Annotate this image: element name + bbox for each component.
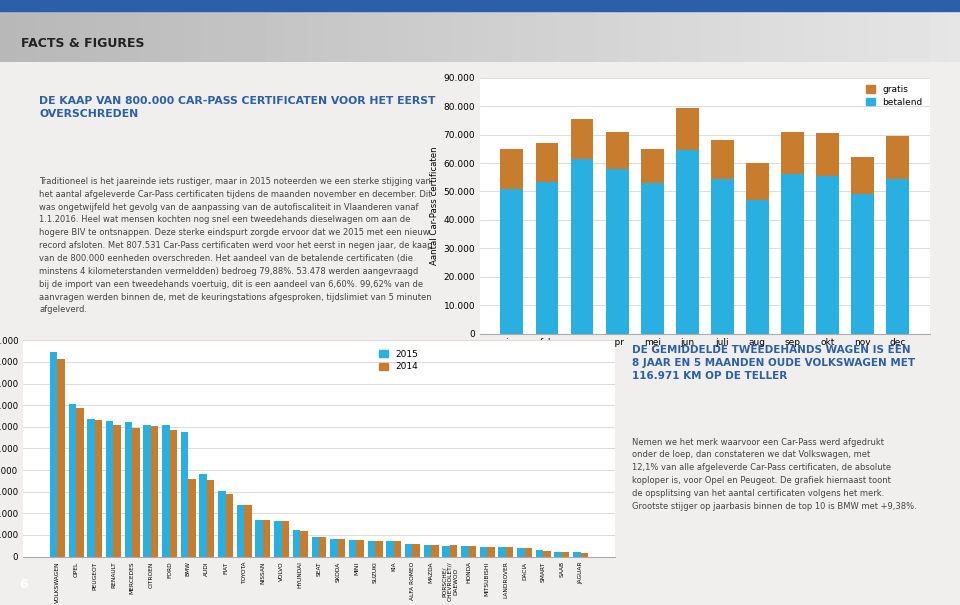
Bar xyxy=(125,422,132,557)
Bar xyxy=(641,183,663,333)
Bar xyxy=(468,546,476,557)
Bar xyxy=(746,200,769,333)
Bar xyxy=(300,531,308,557)
Bar xyxy=(487,547,494,557)
Bar xyxy=(781,132,804,174)
Bar xyxy=(886,136,909,178)
Bar xyxy=(348,540,356,557)
Bar xyxy=(226,494,233,557)
Bar xyxy=(151,426,158,557)
Bar xyxy=(132,428,139,557)
Legend: 2015, 2014: 2015, 2014 xyxy=(376,347,421,374)
Bar xyxy=(405,544,413,557)
Text: FACTS & FIGURES: FACTS & FIGURES xyxy=(21,37,145,50)
Bar xyxy=(255,520,263,557)
Bar xyxy=(543,551,551,557)
Bar xyxy=(244,505,252,557)
Bar xyxy=(562,552,569,557)
Bar xyxy=(58,359,65,557)
Text: DE KAAP VAN 800.000 CAR-PASS CERTIFICATEN VOOR HET EERST
OVERSCHREDEN: DE KAAP VAN 800.000 CAR-PASS CERTIFICATE… xyxy=(39,96,436,119)
Bar xyxy=(524,548,532,557)
Legend: gratis, betalend: gratis, betalend xyxy=(863,82,925,110)
Text: Nemen we het merk waarvoor een Car-Pass werd afgedrukt
onder de loep, dan consta: Nemen we het merk waarvoor een Car-Pass … xyxy=(632,437,917,511)
Bar xyxy=(106,422,113,557)
Bar xyxy=(76,408,84,557)
Text: 6: 6 xyxy=(19,578,28,591)
Bar xyxy=(375,541,382,557)
Bar xyxy=(711,140,733,178)
Bar xyxy=(536,550,543,557)
Text: DE GEMIDDELDE TWEEDEHANDS WAGEN IS EEN
8 JAAR EN 5 MAANDEN OUDE VOLKSWAGEN MET
1: DE GEMIDDELDE TWEEDEHANDS WAGEN IS EEN 8… xyxy=(632,345,915,381)
Bar xyxy=(606,132,629,169)
Bar xyxy=(423,544,431,557)
Text: Traditioneel is het jaareinde iets rustiger, maar in 2015 noteerden we een sterk: Traditioneel is het jaareinde iets rusti… xyxy=(39,177,433,315)
Bar xyxy=(746,163,769,200)
Bar xyxy=(338,539,346,557)
Bar xyxy=(570,159,593,333)
Bar xyxy=(356,540,364,557)
Bar xyxy=(676,108,699,150)
Bar xyxy=(555,552,562,557)
Bar xyxy=(573,552,581,557)
Bar xyxy=(188,479,196,557)
Bar xyxy=(330,539,338,557)
Bar xyxy=(207,480,214,557)
Bar xyxy=(413,544,420,557)
Bar xyxy=(275,521,281,557)
Bar xyxy=(816,176,839,333)
Bar xyxy=(200,474,207,557)
Bar xyxy=(781,174,804,333)
Bar xyxy=(536,143,559,182)
Bar xyxy=(394,541,401,557)
Bar xyxy=(506,547,514,557)
Bar xyxy=(816,133,839,176)
Bar xyxy=(517,548,524,557)
Bar xyxy=(170,430,177,557)
Bar xyxy=(450,544,457,557)
Bar xyxy=(319,537,326,557)
Bar xyxy=(500,149,523,189)
Bar xyxy=(581,554,588,557)
Bar xyxy=(431,544,439,557)
Bar xyxy=(641,149,663,183)
Bar xyxy=(50,352,58,557)
Bar xyxy=(143,425,151,557)
Bar xyxy=(218,491,226,557)
Bar xyxy=(606,169,629,333)
Bar xyxy=(886,178,909,333)
Bar xyxy=(852,157,875,194)
Bar xyxy=(461,546,468,557)
Bar xyxy=(113,425,121,557)
Bar xyxy=(68,404,76,557)
Bar xyxy=(162,425,170,557)
Bar xyxy=(281,521,289,557)
Bar xyxy=(368,541,375,557)
Bar xyxy=(312,537,319,557)
Bar xyxy=(570,119,593,159)
Bar xyxy=(386,541,394,557)
Bar xyxy=(237,505,244,557)
Bar xyxy=(500,189,523,333)
Bar xyxy=(0,0,960,11)
Bar xyxy=(87,419,95,557)
Bar xyxy=(536,182,559,333)
Bar xyxy=(95,420,103,557)
Bar xyxy=(498,547,506,557)
Bar xyxy=(293,529,300,557)
Bar xyxy=(263,520,271,557)
Bar xyxy=(443,546,450,557)
Bar xyxy=(480,547,487,557)
Bar xyxy=(676,150,699,333)
Bar xyxy=(852,194,875,333)
Bar xyxy=(180,432,188,557)
Y-axis label: Aantal Car-Pass certificaten: Aantal Car-Pass certificaten xyxy=(430,146,440,265)
Bar xyxy=(711,178,733,333)
